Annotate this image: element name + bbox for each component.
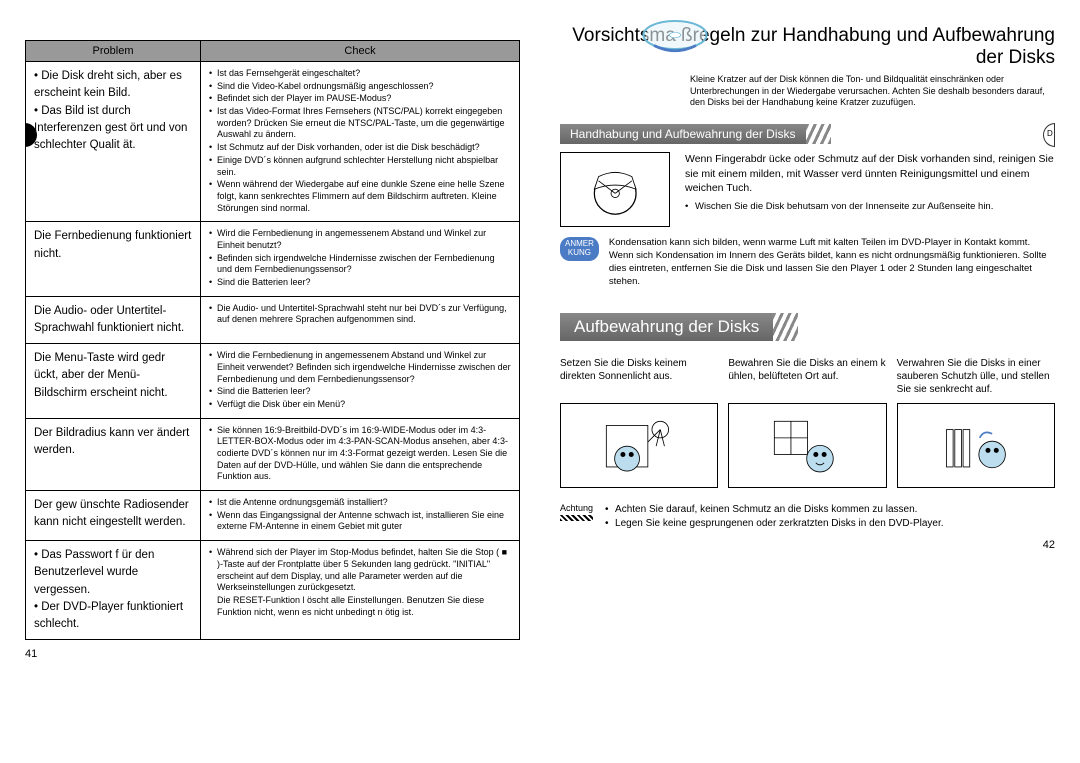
wipe-disc-illustration bbox=[560, 152, 670, 227]
table-row-problem: Der Bildradius kann ver ändert werden. bbox=[26, 418, 201, 490]
table-row-problem: Die Fernbedienung funktioniert nicht. bbox=[26, 222, 201, 296]
storage-illustration bbox=[560, 403, 718, 488]
caution-badge: Achtung bbox=[560, 503, 593, 521]
table-row-check: Wird die Fernbedienung in angemessenem A… bbox=[201, 344, 520, 418]
note-badge: ANMERKUNG bbox=[560, 237, 599, 261]
table-row-problem: Die Audio- oder Untertitel-Sprachwahl fu… bbox=[26, 296, 201, 344]
table-row-check: Die Audio- und Untertitel-Sprachwahl ste… bbox=[201, 296, 520, 344]
handling-header: Handhabung und Aufbewahrung der Disks bbox=[560, 124, 806, 144]
table-row-problem: • Das Passwort f ür den Benutzerlevel wu… bbox=[26, 541, 201, 640]
table-row-problem: Die Menu-Taste wird gedr ückt, aber der … bbox=[26, 344, 201, 418]
th-problem: Problem bbox=[26, 41, 201, 62]
table-row-check: Ist das Fernsehgerät eingeschaltet?Sind … bbox=[201, 62, 520, 222]
note-text: Kondensation kann sich bilden, wenn warm… bbox=[609, 237, 1055, 288]
page-number-right: 42 bbox=[560, 539, 1055, 551]
table-row-check: Ist die Antenne ordnungsgemäß installier… bbox=[201, 491, 520, 541]
storage-item: Verwahren Sie die Disks in einer saubere… bbox=[897, 357, 1055, 488]
page-edge-icon-right bbox=[1043, 123, 1055, 147]
caution-item: Achten Sie darauf, keinen Schmutz an die… bbox=[605, 503, 944, 517]
troubleshoot-table: Problem Check • Die Disk dreht sich, abe… bbox=[25, 40, 520, 640]
storage-item: Bewahren Sie die Disks an einem k ühlen,… bbox=[728, 357, 886, 488]
page-number-left: 41 bbox=[25, 648, 520, 660]
table-row-problem: • Die Disk dreht sich, aber es erscheint… bbox=[26, 62, 201, 222]
disc-icon bbox=[640, 10, 710, 60]
table-row-check: Sie können 16:9-Breitbild-DVD´s im 16:9-… bbox=[201, 418, 520, 490]
th-check: Check bbox=[201, 41, 520, 62]
intro-text: Kleine Kratzer auf der Disk können die T… bbox=[690, 74, 1055, 109]
table-row-check: Während sich der Player im Stop-Modus be… bbox=[201, 541, 520, 640]
handling-text: Wenn Fingerabdr ücke oder Schmutz auf de… bbox=[685, 152, 1055, 196]
storage-illustration bbox=[897, 403, 1055, 488]
storage-illustration bbox=[728, 403, 886, 488]
table-row-problem: Der gew ünschte Radiosender kann nicht e… bbox=[26, 491, 201, 541]
storage-item: Setzen Sie die Disks keinem direkten Son… bbox=[560, 357, 718, 488]
table-row-check: Wird die Fernbedienung in angemessenem A… bbox=[201, 222, 520, 296]
caution-item: Legen Sie keine gesprungenen oder zerkra… bbox=[605, 517, 944, 531]
page-title: Vorsichtsma ßregeln zur Handhabung und A… bbox=[560, 25, 1055, 69]
storage-header: Aufbewahrung der Disks bbox=[560, 313, 773, 341]
handling-bullet: Wischen Sie die Disk behutsam von der In… bbox=[685, 200, 1055, 213]
